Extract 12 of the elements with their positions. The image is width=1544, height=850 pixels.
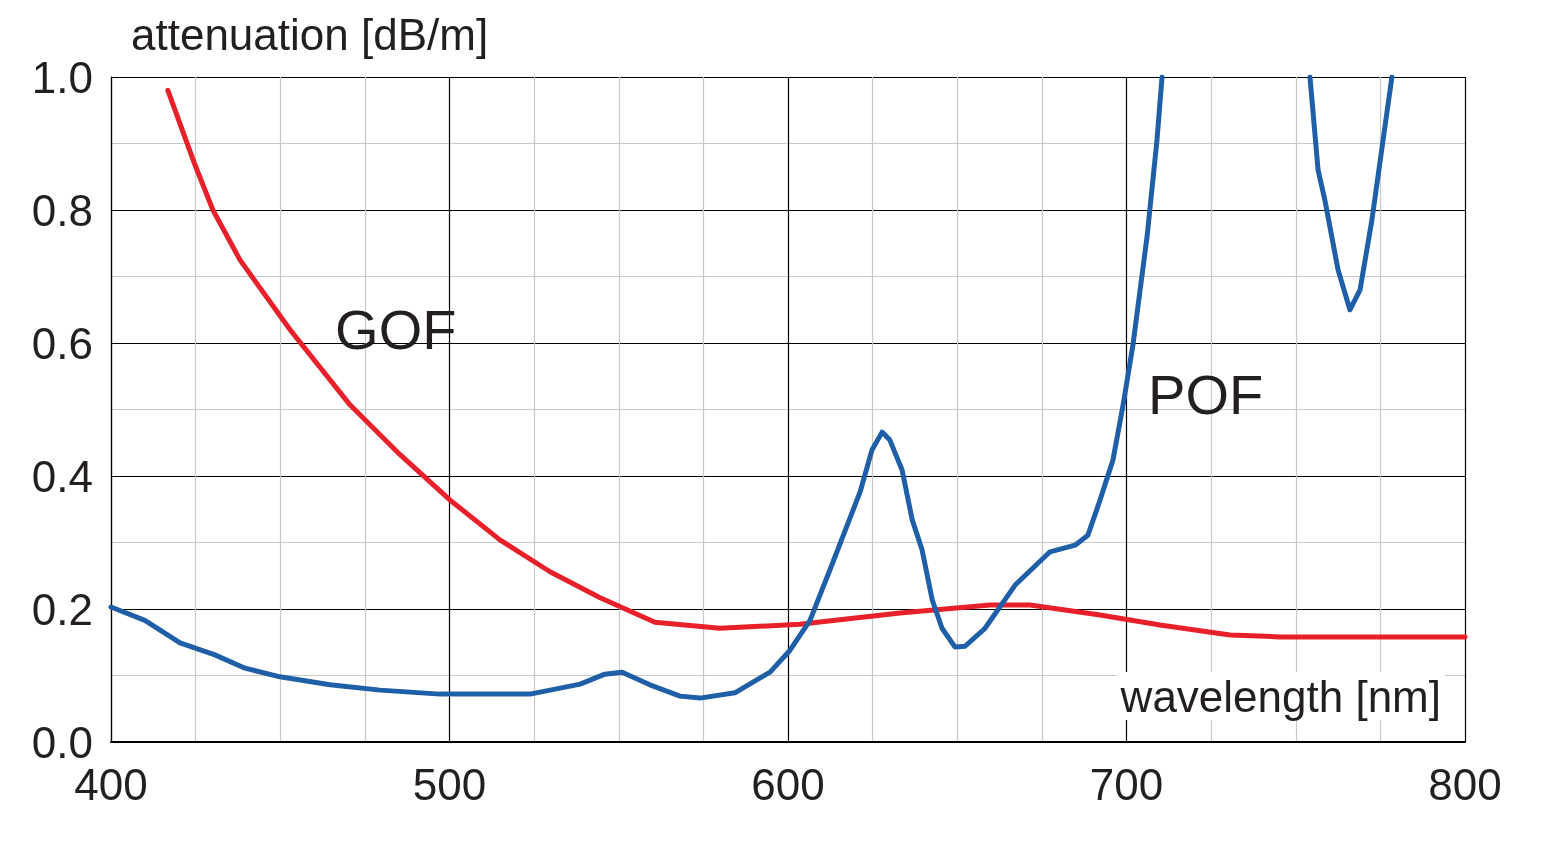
y-tick-label: 0.6	[31, 318, 93, 368]
y-tick-label: 0.4	[31, 451, 93, 501]
series-label: POF	[1148, 363, 1264, 427]
y-tick-label: 0.2	[31, 584, 93, 634]
x-tick-label: 600	[751, 759, 825, 809]
y-tick-label: 0.8	[31, 185, 93, 235]
y-axis-title: attenuation [dB/m]	[131, 9, 489, 59]
x-tick-label: 500	[412, 759, 487, 809]
y-tick-label: 1.0	[31, 52, 93, 102]
x-axis-title: wavelength [nm]	[1119, 671, 1442, 721]
x-tick-label: 700	[1089, 759, 1164, 809]
x-tick-label: 800	[1428, 759, 1502, 809]
